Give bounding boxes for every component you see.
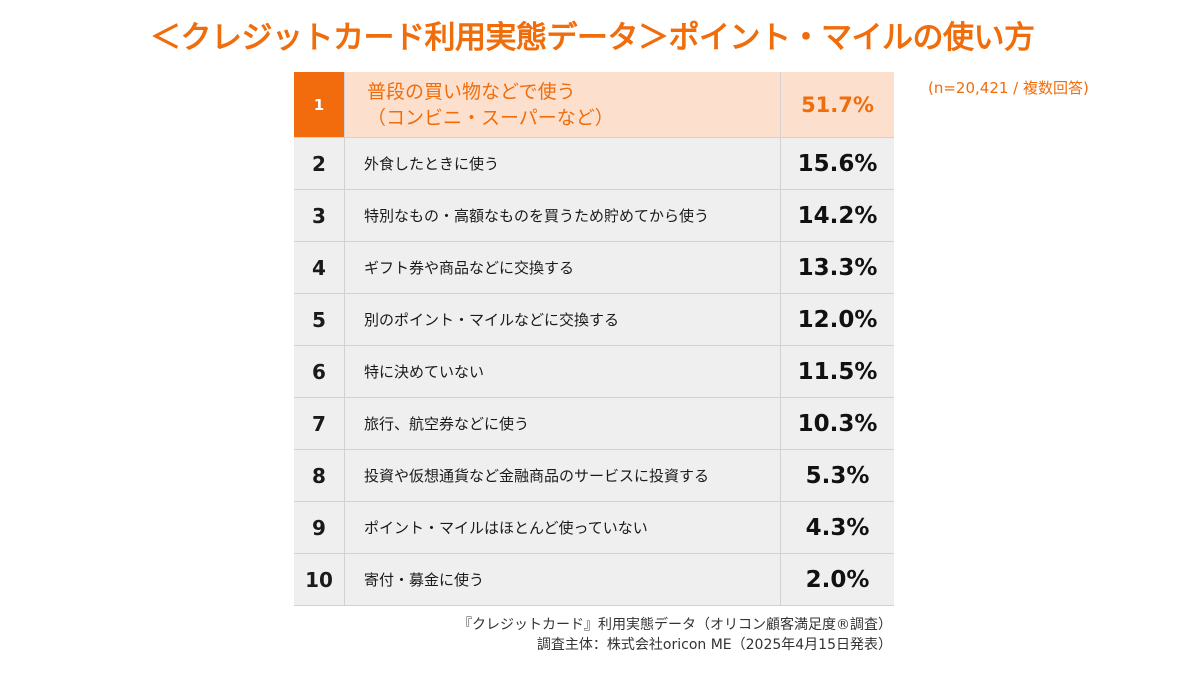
label-cell: 投資や仮想通貨など金融商品のサービスに投資する xyxy=(345,450,781,501)
table-row: 9 ポイント・マイルはほとんど使っていない 4.3% xyxy=(294,502,894,554)
label-cell: 普段の買い物などで使う （コンビニ・スーパーなど） xyxy=(345,72,781,137)
chart-title: ＜クレジットカード利用実態データ＞ポイント・マイルの使い方 xyxy=(150,20,1035,56)
rank-cell: 6 xyxy=(294,346,345,397)
label-subtext: （コンビニ・スーパーなど） xyxy=(367,106,614,129)
label-cell: 寄付・募金に使う xyxy=(345,554,781,605)
label-text: 寄付・募金に使う xyxy=(364,571,485,589)
table-row: 5 別のポイント・マイルなどに交換する 12.0% xyxy=(294,294,894,346)
label-text: 投資や仮想通貨など金融商品のサービスに投資する xyxy=(364,467,710,485)
label-cell: 別のポイント・マイルなどに交換する xyxy=(345,294,781,345)
value-cell: 10.3% xyxy=(797,410,878,437)
rank-cell: 4 xyxy=(294,242,345,293)
rank-cell: 5 xyxy=(294,294,345,345)
value-cell: 5.3% xyxy=(805,462,870,489)
label-text: ポイント・マイルはほとんど使っていない xyxy=(364,519,648,537)
value-cell: 13.3% xyxy=(797,254,878,281)
table-row: 3 特別なもの・高額なものを買うため貯めてから使う 14.2% xyxy=(294,190,894,242)
sample-size-note: (n=20,421 / 複数回答) xyxy=(928,79,1089,97)
label-text: ギフト券や商品などに交換する xyxy=(364,259,575,277)
label-cell: 外食したときに使う xyxy=(345,138,781,189)
source-line-1: 『クレジットカード』利用実態データ（オリコン顧客満足度®調査） xyxy=(458,617,892,633)
source-note: 『クレジットカード』利用実態データ（オリコン顧客満足度®調査） 調査主体：株式会… xyxy=(458,615,892,655)
label-text: 外食したときに使う xyxy=(364,155,500,173)
source-line-2: 調査主体：株式会社oricon ME（2025年4月15日発表） xyxy=(536,637,892,653)
label-cell: 特に決めていない xyxy=(345,346,781,397)
value-cell: 2.0% xyxy=(805,566,870,593)
ranking-table: 1 普段の買い物などで使う （コンビニ・スーパーなど） 51.7% 2 外食したときに使う… xyxy=(294,72,894,606)
table-row: 2 外食したときに使う 15.6% xyxy=(294,138,894,190)
label-cell: ギフト券や商品などに交換する xyxy=(345,242,781,293)
label-text: 旅行、航空券などに使う xyxy=(364,415,530,433)
label-text: 普段の買い物などで使う xyxy=(367,80,576,103)
value-cell: 11.5% xyxy=(797,358,878,385)
value-cell: 51.7% xyxy=(801,92,874,117)
table-row: 7 旅行、航空券などに使う 10.3% xyxy=(294,398,894,450)
rank-cell: 7 xyxy=(294,398,345,449)
value-cell: 14.2% xyxy=(797,202,878,229)
rank-cell: 8 xyxy=(294,450,345,501)
value-cell: 12.0% xyxy=(797,306,878,333)
label-text: 別のポイント・マイルなどに交換する xyxy=(364,311,620,329)
table-row: 8 投資や仮想通貨など金融商品のサービスに投資する 5.3% xyxy=(294,450,894,502)
rank-cell: 10 xyxy=(294,554,345,605)
table-row: 10 寄付・募金に使う 2.0% xyxy=(294,554,894,606)
table-row: 1 普段の買い物などで使う （コンビニ・スーパーなど） 51.7% xyxy=(294,72,894,138)
table-row: 4 ギフト券や商品などに交換する 13.3% xyxy=(294,242,894,294)
rank-cell: 1 xyxy=(294,72,345,137)
rank-cell: 9 xyxy=(294,502,345,553)
label-text: 特別なもの・高額なものを買うため貯めてから使う xyxy=(364,207,710,225)
value-cell: 15.6% xyxy=(797,150,878,177)
label-cell: 旅行、航空券などに使う xyxy=(345,398,781,449)
label-text: 特に決めていない xyxy=(364,363,485,381)
value-cell: 4.3% xyxy=(805,514,870,541)
label-cell: ポイント・マイルはほとんど使っていない xyxy=(345,502,781,553)
table-row: 6 特に決めていない 11.5% xyxy=(294,346,894,398)
label-cell: 特別なもの・高額なものを買うため貯めてから使う xyxy=(345,190,781,241)
rank-cell: 3 xyxy=(294,190,345,241)
rank-cell: 2 xyxy=(294,138,345,189)
